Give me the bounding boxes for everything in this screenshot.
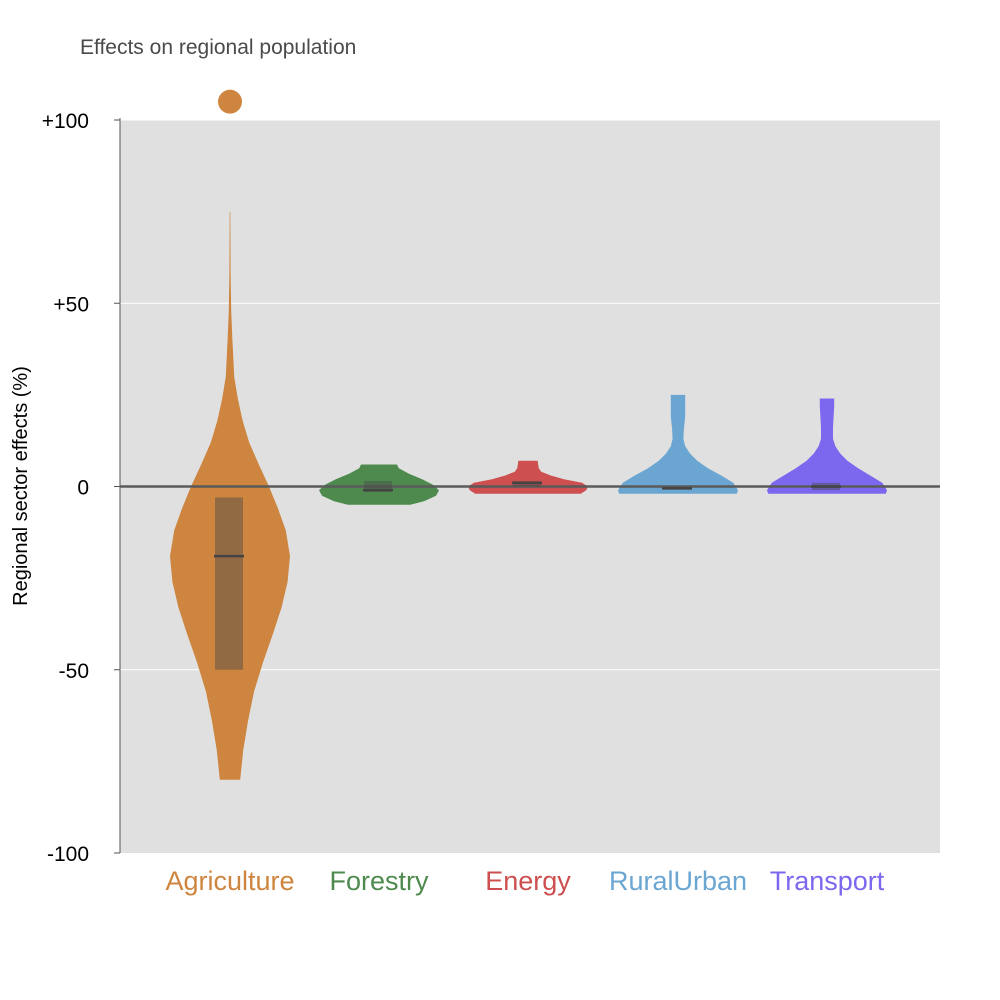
y-tick-label: +50 [53, 293, 89, 316]
violins [170, 211, 887, 780]
violin-forestry [319, 464, 439, 505]
y-tick-label: +100 [42, 110, 89, 133]
category-label-transport: Transport [770, 866, 885, 896]
category-label-ruralurban: RuralUrban [609, 866, 747, 896]
violin-ruralurban [618, 394, 738, 494]
y-ticks: +100 +50 0 -50 -100 [42, 110, 120, 866]
y-tick-label: -100 [47, 843, 89, 866]
category-label-forestry: Forestry [329, 866, 429, 896]
y-tick-label: 0 [77, 477, 89, 500]
chart-title: Effects on regional population [80, 36, 356, 59]
outlier-point [218, 89, 242, 114]
category-labels: Agriculture Forestry Energy RuralUrban Trans… [165, 866, 884, 896]
iqr-box-agriculture [215, 497, 243, 670]
iqr-box-forestry [364, 481, 392, 492]
category-label-agriculture: Agriculture [165, 866, 294, 896]
violin-transport [767, 398, 887, 494]
y-axis-title: Regional sector effects (%) [10, 366, 32, 606]
y-tick-label: -50 [59, 660, 89, 683]
category-label-energy: Energy [485, 866, 571, 896]
violin-agriculture [170, 211, 290, 780]
outliers [218, 89, 242, 114]
box-plots [214, 481, 841, 670]
